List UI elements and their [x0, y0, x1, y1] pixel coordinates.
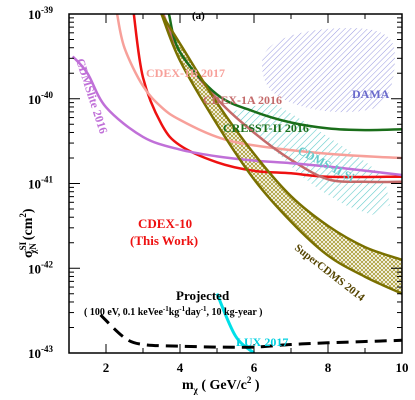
x-tick-label: 4 [177, 360, 184, 375]
supercdms-band [161, 14, 402, 294]
y-axis-label: σSIχN(cm2) [18, 208, 38, 258]
label-cdmslite-2016: CDMSlite 2016 [73, 57, 111, 136]
label-projected-detail: ( 100 eV, 0.1 keVee-1kg-1day-1, 10 kg-ye… [84, 305, 262, 318]
x-tick-label: 2 [103, 360, 110, 375]
label-lux-2017: LUX 2017 [236, 335, 288, 349]
series-line-cdmslite-2016 [71, 55, 402, 177]
regions-layer [161, 14, 402, 294]
y-tick-labels: 10-39 10-40 10-41 10-42 10-43 [28, 5, 53, 361]
label-this-work: (This Work) [130, 233, 198, 248]
curves-layer [71, 14, 402, 353]
label-dama: DAMA [352, 87, 390, 101]
x-axis-label: mχ ( GeV/c2 ) [182, 375, 260, 395]
label-projected: Projected [176, 288, 230, 303]
y-tick-label: 10-39 [28, 5, 53, 22]
y-tick-label: 10-40 [28, 90, 53, 107]
dama-region [262, 28, 395, 113]
label-cdex-1b-2017: CDEX-1B 2017 [146, 66, 225, 80]
tick-marks [68, 13, 403, 354]
y-tick-label: 10-43 [28, 344, 53, 361]
x-tick-label: 10 [396, 360, 409, 375]
supercdms-band-edge [160, 14, 402, 261]
x-tick-label: 6 [251, 360, 258, 375]
label-cresst-ii-2016: CRESST-II 2016 [223, 121, 309, 135]
series-line-cdex-1b-2017 [115, 14, 402, 160]
y-tick-label: 10-41 [28, 175, 53, 192]
x-tick-label: 8 [325, 360, 332, 375]
series-line-projected [99, 313, 402, 349]
x-tick-labels: 2 4 6 8 10 [103, 360, 409, 375]
label-cdex-1a-2016: CDEX-1A 2016 [203, 93, 282, 107]
panel-label: (a) [192, 10, 205, 22]
y-tick-label: 10-42 [28, 259, 53, 276]
cdms-ii-si-region [230, 102, 390, 215]
series-line-cresst-ii-2016 [167, 14, 402, 132]
supercdms-band-edge [160, 14, 402, 295]
label-cdex-10: CDEX-10 [138, 216, 192, 231]
series-line-lux-2017 [215, 293, 256, 353]
